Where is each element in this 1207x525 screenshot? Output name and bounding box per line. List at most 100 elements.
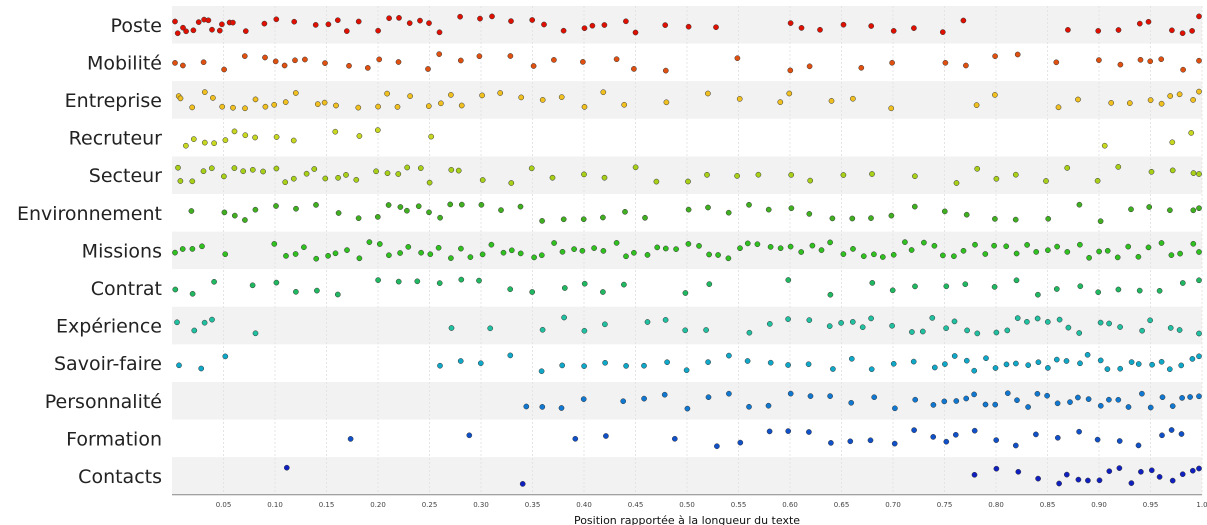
data-point xyxy=(386,15,392,22)
data-point xyxy=(273,165,280,172)
data-point xyxy=(1115,164,1122,170)
data-point xyxy=(1045,247,1051,254)
data-point xyxy=(737,439,744,446)
data-point xyxy=(581,25,588,32)
data-point xyxy=(325,21,332,28)
data-point xyxy=(943,438,950,445)
data-point xyxy=(662,245,669,252)
data-point xyxy=(911,203,918,210)
data-point xyxy=(964,327,970,334)
data-point xyxy=(1196,277,1202,284)
data-point xyxy=(1101,142,1108,149)
data-point xyxy=(1077,241,1083,248)
data-point xyxy=(736,96,743,102)
data-point xyxy=(559,248,566,255)
series-2 xyxy=(175,88,1202,112)
data-point xyxy=(1075,476,1082,483)
data-point xyxy=(869,171,875,177)
data-point xyxy=(1137,56,1144,63)
data-point xyxy=(507,53,514,59)
data-point xyxy=(219,103,226,110)
x-tick-label: 0.55 xyxy=(731,501,747,509)
data-point xyxy=(561,314,567,321)
data-point xyxy=(479,251,486,258)
data-point xyxy=(551,240,557,246)
data-point xyxy=(541,21,547,28)
data-point xyxy=(231,212,238,219)
data-point xyxy=(734,173,740,179)
data-point xyxy=(787,67,794,74)
data-point xyxy=(951,253,957,260)
data-point xyxy=(292,57,298,64)
data-point xyxy=(517,250,524,257)
data-point xyxy=(343,172,349,178)
data-points xyxy=(172,13,1202,487)
data-point xyxy=(1167,207,1173,214)
data-point xyxy=(374,214,381,220)
data-point xyxy=(405,244,412,250)
data-point xyxy=(1149,361,1155,368)
data-point xyxy=(1053,59,1060,66)
data-point xyxy=(684,405,691,412)
data-point xyxy=(1168,252,1175,258)
data-point xyxy=(682,327,689,334)
data-point xyxy=(613,56,620,63)
data-point xyxy=(682,290,689,296)
data-point xyxy=(174,30,181,37)
x-tick-label: 0.30 xyxy=(473,501,489,509)
data-point xyxy=(283,464,290,471)
data-point xyxy=(375,103,381,110)
data-point xyxy=(200,59,207,66)
data-point xyxy=(322,60,328,66)
data-point xyxy=(641,362,647,369)
data-point xyxy=(940,252,946,259)
data-point xyxy=(183,28,189,35)
data-point xyxy=(971,427,978,434)
data-point xyxy=(591,245,597,251)
data-point xyxy=(221,66,227,73)
data-point xyxy=(313,255,320,262)
data-point xyxy=(1054,243,1060,250)
data-point xyxy=(260,168,266,175)
data-point xyxy=(1033,431,1039,438)
data-point xyxy=(890,360,897,367)
data-point xyxy=(765,206,772,213)
series-6 xyxy=(172,239,1202,262)
data-point xyxy=(426,179,433,186)
data-point xyxy=(1179,395,1185,401)
data-point xyxy=(1145,244,1152,251)
data-point xyxy=(1053,286,1060,292)
data-point xyxy=(685,241,692,247)
data-point xyxy=(208,165,215,172)
data-point xyxy=(1014,315,1021,321)
data-point xyxy=(1003,243,1010,250)
data-point xyxy=(806,317,813,323)
data-point xyxy=(498,207,504,213)
data-point xyxy=(982,251,989,257)
data-point xyxy=(849,215,856,222)
data-point xyxy=(376,56,383,63)
data-point xyxy=(806,63,813,70)
data-point xyxy=(195,19,202,25)
data-point xyxy=(476,53,483,60)
data-point xyxy=(1135,361,1142,367)
data-point xyxy=(631,249,637,256)
data-point xyxy=(962,281,969,288)
data-point xyxy=(1147,317,1153,324)
data-point xyxy=(1145,18,1152,25)
data-point xyxy=(807,393,814,399)
data-point xyxy=(335,210,342,216)
data-point xyxy=(581,104,588,110)
data-point xyxy=(744,240,751,247)
data-point xyxy=(1158,100,1165,107)
data-point xyxy=(436,51,443,57)
data-point xyxy=(458,201,465,208)
data-point xyxy=(601,174,608,181)
data-point xyxy=(1076,330,1083,336)
x-tick-label: 1.0 xyxy=(1196,501,1207,509)
data-point xyxy=(448,255,454,261)
data-point xyxy=(787,390,794,397)
data-point xyxy=(549,174,556,181)
data-point xyxy=(642,214,648,221)
data-point xyxy=(973,102,980,108)
